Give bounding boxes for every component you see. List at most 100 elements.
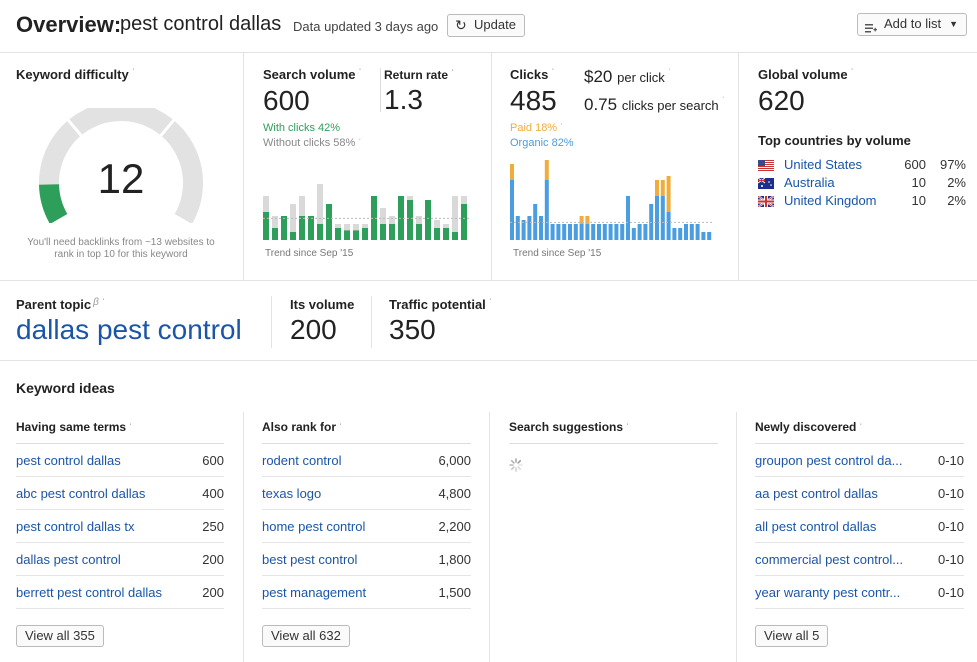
having-same-terms-label: Having same terms ˈ [16,412,224,444]
keyword-link[interactable]: groupon pest control da... [755,452,903,468]
keyword-volume: 2,200 [438,518,471,534]
organic-bar [684,224,688,240]
organic-bar [544,180,549,240]
keyword-link[interactable]: rodent control [262,452,342,468]
difficulty-gauge [39,108,203,223]
clicks-bar [362,228,368,240]
keyword-link[interactable]: aa pest control dallas [755,485,878,501]
search-suggestions-label: Search suggestions ˈ [509,412,718,444]
keyword-row: abc pest control dallas 400 [16,477,224,510]
keyword-volume: 200 [202,551,224,567]
keyword-link[interactable]: pest management [262,584,367,600]
loading-spinner-icon [509,458,523,472]
keyword-link[interactable]: best pest control [262,551,358,567]
paid-bar [510,164,514,180]
clicks-bar [272,228,278,240]
organic-bar [602,224,607,240]
add-to-list-button[interactable]: Add to list ▼ [857,13,967,36]
keyword-link[interactable]: home pest control [262,518,366,534]
keyword-volume: 0-10 [937,518,964,534]
organic-bar [608,224,613,240]
clicks-trend-label: Trend since Sep '15 [513,248,602,259]
clicks-bar [290,232,296,240]
country-link[interactable]: United Kingdom [784,192,877,208]
search-volume-trend-chart [263,184,470,240]
traffic-potential-label: Traffic potential ˈ [389,297,492,312]
without-clicks-text: Without clicks 58% ˈ [263,137,362,149]
clicks-bar [344,230,350,240]
total-bar [317,184,323,240]
add-to-list-label: Add to list [884,16,942,31]
organic-bar [573,224,578,240]
organic-bar [660,196,665,240]
keyword-link[interactable]: abc pest control dallas [16,485,146,501]
organic-bar [568,224,572,240]
organic-bar [510,180,514,240]
keyword-volume: 4,800 [438,485,471,501]
keyword-row: berrett pest control dallas 200 [16,576,224,609]
keyword-link[interactable]: berrett pest control dallas [16,584,162,600]
its-volume-label: Its volume [290,297,355,312]
keyword-volume: 400 [202,485,224,501]
organic-bar [707,232,712,240]
organic-bar [672,228,677,240]
organic-bar [550,224,555,240]
organic-bar [631,228,636,240]
global-volume-label: Global volume ˈ [758,67,854,82]
keyword-volume: 1,800 [438,551,471,567]
keyword-row: pest control dallas 600 [16,444,224,477]
clicks-trend-chart [510,160,713,240]
spinner-segment [510,466,515,471]
keyword-link[interactable]: commercial pest control... [755,551,904,567]
keyword-link[interactable]: dallas pest control [16,551,121,567]
organic-text: Organic 82% [510,137,574,149]
keyword-volume: 250 [202,518,224,534]
organic-bar [597,224,601,240]
view-all-also-rank-button[interactable]: View all 632 [262,625,350,647]
page-title-prefix: Overview: [16,12,122,37]
paid-bar [660,180,665,196]
total-bar [290,204,296,240]
clicks-bar [299,216,305,240]
keyword-row: pest management 1,500 [262,576,471,609]
cpc-row: $20 per click ˈ [584,67,671,86]
keyword-link[interactable]: texas logo [262,485,322,501]
paid-bar [579,216,584,224]
country-row: United States 600 97% [758,155,966,173]
country-row: Australia 10 2% [757,173,966,191]
paid-bar [585,216,590,224]
organic-bar [666,212,671,240]
keyword-link[interactable]: pest control dallas [16,452,121,468]
keyword-link[interactable]: all pest control dallas [755,518,877,534]
cps-row: 0.75 clicks per search ˈ [584,95,725,114]
organic-bar [579,224,584,240]
keyword-row: home pest control 2,200 [262,510,471,543]
difficulty-label: Keyword difficulty ˈ [16,67,135,82]
parent-topic-link[interactable]: dallas pest control [16,314,242,345]
keyword-row: dallas pest control 200 [16,543,224,576]
organic-bar [527,216,532,240]
organic-bar [515,216,520,240]
paid-bar [666,176,671,212]
also-rank-for-label: Also rank for ˈ [262,412,471,444]
caret-down-icon: ▼ [949,19,958,29]
organic-bar [556,224,561,240]
difficulty-note: You'll need backlinks from ~13 websites … [27,237,215,260]
view-all-same-terms-button[interactable]: View all 355 [16,625,104,647]
view-all-newly-discovered-button[interactable]: View all 5 [755,625,829,647]
country-link[interactable]: Australia [784,174,835,190]
update-button[interactable]: ↻ Update [447,14,525,37]
paid-bar [544,160,549,180]
clicks-bar [407,200,413,240]
keyword-link[interactable]: pest control dallas tx [16,518,135,534]
organic-bar [643,224,648,240]
clicks-bar [380,224,386,240]
us-flag-icon [758,159,774,172]
with-clicks-text: With clicks 42% [263,122,341,134]
keyword-link[interactable]: year waranty pest contr... [755,584,901,600]
organic-bar [695,224,700,240]
keyword-row: rodent control 6,000 [262,444,471,477]
country-share: 2% [947,192,966,208]
clicks-bar [425,200,431,240]
country-link[interactable]: United States [784,156,863,172]
